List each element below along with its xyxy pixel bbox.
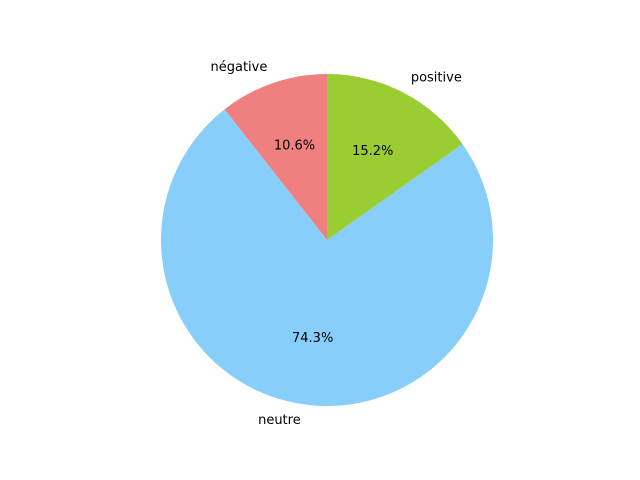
slice-label-2: positive xyxy=(411,70,462,85)
pie-slice-1 xyxy=(161,109,493,407)
slice-label-1: neutre xyxy=(258,413,301,428)
slice-percent-label-1: 74.3% xyxy=(292,331,333,346)
slice-label-0: négative xyxy=(211,60,268,75)
pie-slice-2 xyxy=(327,74,463,240)
slice-percent-label-2: 15.2% xyxy=(352,144,393,159)
slice-percent-label-0: 10.6% xyxy=(274,138,315,153)
pie-slice-0 xyxy=(224,74,327,240)
